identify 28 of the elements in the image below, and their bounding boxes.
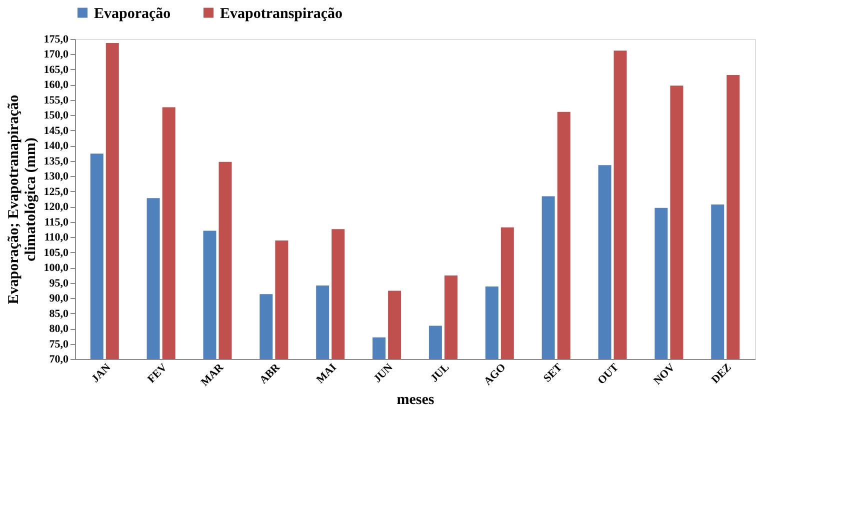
y-tick-label: 160,0: [44, 79, 69, 92]
y-tick-label: 105,0: [44, 246, 69, 259]
y-tick-label: 130,0: [44, 170, 69, 183]
y-tick-label: 145,0: [44, 124, 69, 137]
y-tick-label: 110,0: [44, 232, 69, 244]
y-tick-label: 155,0: [44, 94, 69, 106]
y-tick-label: 70,0: [49, 354, 69, 366]
x-tick-label: JUL: [428, 362, 452, 385]
y-tick-label: 135,0: [44, 155, 69, 168]
x-axis-title: meses: [396, 392, 434, 408]
y-tick-label: 150,0: [44, 110, 69, 122]
y-tick-label: 120,0: [44, 201, 69, 214]
text: Evaporação; Evapotranapiração: [6, 94, 22, 304]
y-tick-label: 80,0: [49, 323, 69, 336]
y-tick-label: 75,0: [49, 338, 69, 350]
y-tick-label: 115,0: [44, 216, 69, 228]
y-tick-label: 125,0: [44, 186, 69, 198]
y-tick-label: 95,0: [49, 277, 69, 290]
legend-label: Evaporação: [94, 6, 171, 22]
y-tick-label: 85,0: [49, 308, 69, 320]
legend-label: Evapotranspiração: [220, 6, 343, 22]
y-tick-label: 140,0: [44, 140, 69, 152]
text: climatológica (mm): [22, 138, 39, 262]
y-tick-label: 175,0: [44, 34, 69, 46]
y-tick-label: 170,0: [44, 48, 69, 61]
y-tick-label: 90,0: [49, 292, 69, 305]
y-tick-label: 100,0: [44, 262, 69, 274]
y-tick-label: 165,0: [44, 64, 69, 76]
